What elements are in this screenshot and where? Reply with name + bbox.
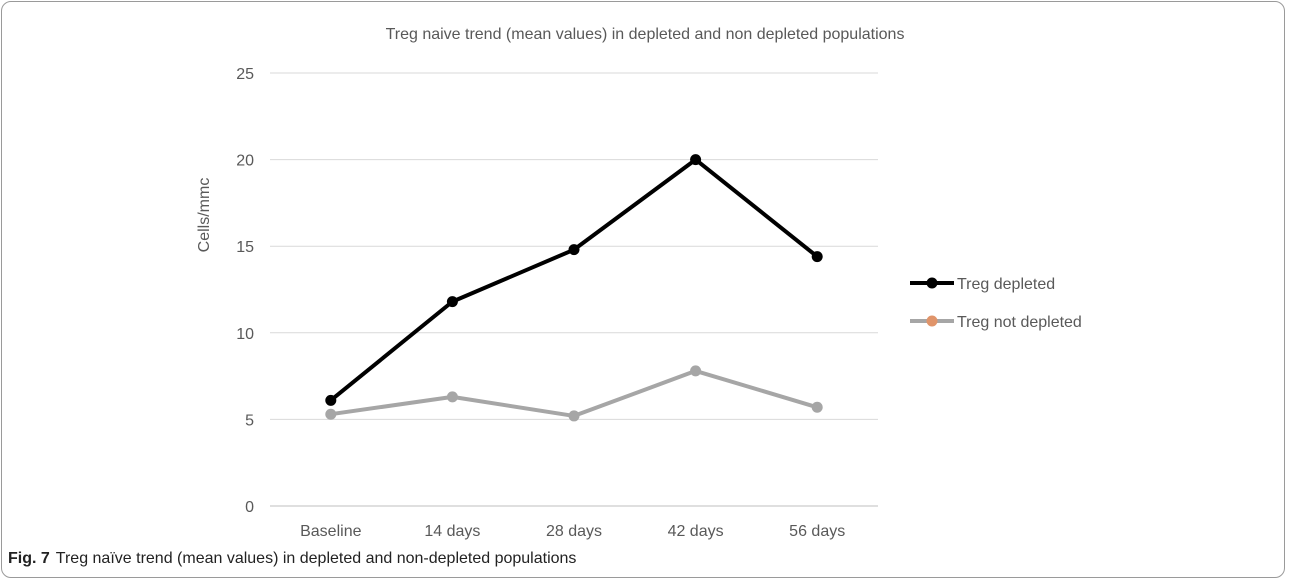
- gridlines: [270, 72, 878, 507]
- legend-swatch-marker: [926, 315, 938, 327]
- figure-caption: Fig. 7 Treg naïve trend (mean values) in …: [8, 550, 576, 568]
- caption-text: Treg naïve trend (mean values) in deplet…: [55, 550, 577, 567]
- y-tick-label: 15: [236, 239, 254, 256]
- x-tick-label: 56 days: [789, 523, 845, 540]
- x-tick-label: 14 days: [424, 523, 480, 540]
- data-point: [325, 408, 337, 420]
- data-point: [811, 251, 823, 263]
- data-point: [690, 154, 702, 166]
- series-lines: [325, 154, 823, 422]
- data-point: [446, 391, 458, 403]
- series-line: [328, 368, 820, 418]
- caption-label: Fig. 7: [8, 550, 50, 567]
- y-tick-label: 5: [245, 412, 254, 429]
- x-tick-labels: Baseline 14 days 28 days 42 days 56 days: [300, 523, 845, 540]
- data-point: [325, 394, 337, 406]
- y-tick-label: 0: [245, 499, 254, 516]
- data-point: [811, 401, 823, 413]
- data-point: [568, 244, 580, 256]
- x-tick-label: 42 days: [668, 523, 724, 540]
- data-point: [568, 410, 580, 422]
- x-tick-label: 28 days: [546, 523, 602, 540]
- data-point: [446, 296, 458, 308]
- legend-swatch-marker: [926, 277, 938, 289]
- series-line: [328, 157, 820, 403]
- legend-label: Treg not depleted: [957, 314, 1082, 331]
- y-tick-label: 20: [236, 153, 254, 170]
- data-point: [690, 365, 702, 377]
- y-tick-label: 10: [236, 326, 254, 343]
- legend: Treg depleted Treg not depleted: [910, 276, 1082, 331]
- y-axis-label: Cells/mmc: [196, 178, 213, 253]
- x-tick-label: Baseline: [300, 523, 361, 540]
- y-tick-labels: 0 5 10 15 20 25: [236, 66, 254, 516]
- y-tick-label: 25: [236, 66, 254, 83]
- legend-label: Treg depleted: [957, 276, 1055, 293]
- chart-title: Treg naive trend (mean values) in deplet…: [386, 26, 905, 43]
